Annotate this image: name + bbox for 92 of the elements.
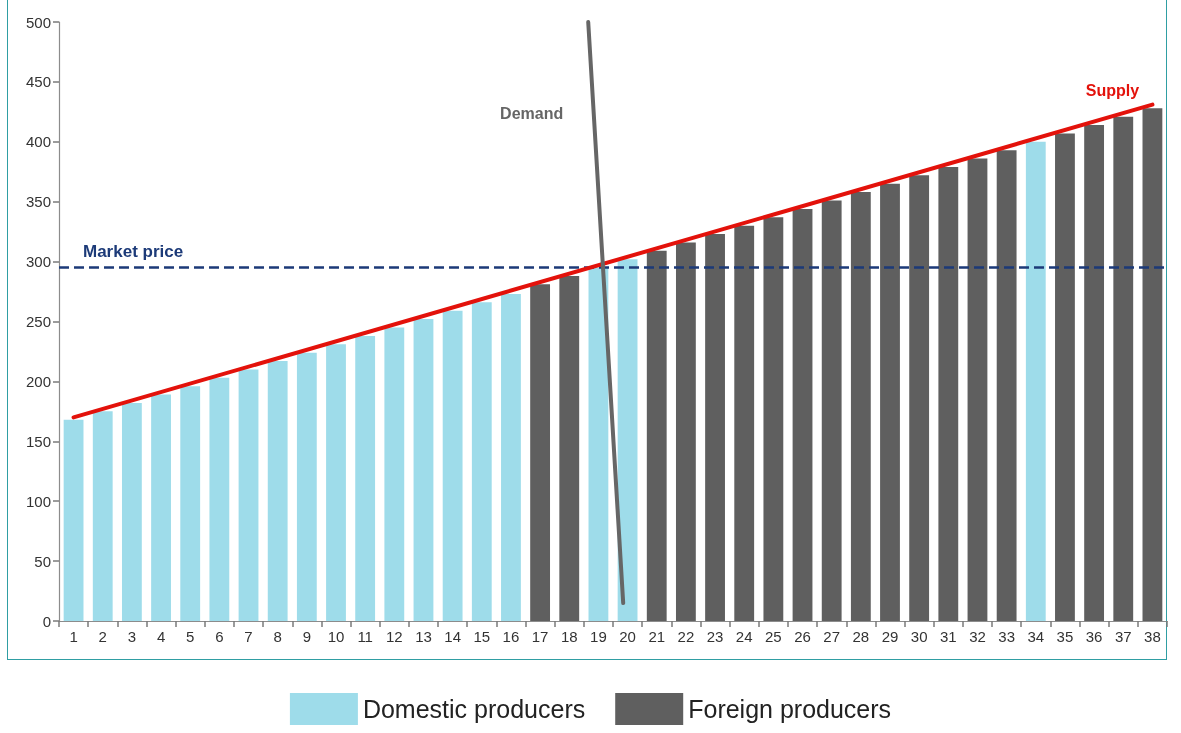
x-tick-label: 35 (1056, 628, 1074, 645)
x-tick-label: 20 (619, 628, 636, 645)
bar (938, 166, 959, 621)
bar (296, 352, 317, 621)
x-tick-label: 16 (502, 628, 520, 645)
bar (326, 344, 346, 621)
y-tick-label: 150 (25, 432, 51, 450)
x-tick-label: 25 (765, 628, 782, 645)
bar (675, 242, 696, 621)
x-tick-label: 18 (560, 628, 578, 645)
bar (151, 394, 171, 621)
x-tick-label: 11 (357, 628, 373, 645)
x-tick-label: 22 (677, 628, 695, 645)
bar (1113, 116, 1134, 621)
y-tick-label: 500 (25, 13, 51, 31)
x-tick-label: 37 (1114, 628, 1132, 645)
y-tick-label: 400 (25, 133, 51, 151)
x-tick-label: 4 (156, 628, 166, 645)
x-tick-label: 5 (186, 628, 195, 645)
bar (355, 335, 376, 621)
x-tick-label: 27 (823, 628, 841, 645)
x-tick-label: 10 (327, 628, 345, 645)
y-tick-label: 350 (25, 193, 51, 211)
y-tick-label: 50 (34, 552, 51, 570)
legend-label: Domestic producers (362, 695, 586, 723)
bar (996, 150, 1017, 621)
y-tick-label: 300 (25, 253, 51, 271)
bar (792, 208, 813, 621)
bar (180, 386, 201, 621)
x-tick-label: 38 (1144, 628, 1161, 645)
y-tick-label: 100 (25, 492, 51, 510)
bar (1055, 133, 1075, 621)
bar (471, 302, 492, 621)
bar (909, 175, 930, 621)
x-tick-label: 9 (302, 628, 312, 645)
ref-line-label: Market price (83, 241, 184, 261)
bar (1142, 108, 1163, 621)
x-tick-label: 31 (939, 628, 957, 645)
x-tick-label: 3 (127, 628, 137, 645)
x-tick-label: 19 (590, 628, 607, 645)
y-tick-label: 200 (25, 372, 51, 390)
bar (559, 275, 580, 621)
bar (617, 259, 638, 621)
bar (442, 310, 463, 621)
x-tick-label: 14 (444, 628, 461, 645)
bar (763, 217, 784, 621)
bar (501, 293, 521, 621)
bar (646, 250, 667, 621)
x-tick-label: 12 (385, 628, 403, 645)
bar (413, 319, 434, 621)
bar (967, 158, 988, 621)
x-tick-label: 29 (881, 628, 899, 645)
x-tick-label: 7 (244, 628, 253, 645)
bar (92, 411, 113, 621)
bar (238, 369, 259, 621)
legend-label: Foreign producers (688, 695, 892, 723)
x-tick-label: 30 (910, 628, 928, 645)
bar (1025, 141, 1046, 621)
bar (530, 284, 551, 621)
bar (821, 200, 842, 621)
bar (588, 267, 609, 621)
y-tick-label: 450 (25, 73, 51, 91)
bar (850, 192, 871, 621)
bar (705, 234, 725, 621)
bar (63, 419, 84, 621)
x-tick-label: 26 (794, 628, 811, 645)
bar (880, 183, 900, 621)
x-tick-label: 24 (735, 628, 753, 645)
bar (734, 225, 755, 621)
x-tick-label: 13 (415, 628, 432, 645)
x-tick-label: 8 (273, 628, 282, 645)
bar (1084, 125, 1105, 621)
bar (121, 402, 142, 621)
series-label: Supply (1085, 82, 1140, 100)
x-tick-label: 36 (1085, 628, 1103, 645)
x-tick-label: 17 (531, 628, 549, 645)
y-tick-label: 0 (42, 612, 51, 630)
bar (384, 327, 405, 621)
x-tick-label: 1 (69, 628, 78, 645)
x-tick-label: 32 (969, 628, 986, 645)
x-tick-label: 34 (1027, 628, 1045, 645)
x-tick-label: 2 (98, 628, 107, 645)
bar (209, 377, 230, 621)
x-tick-label: 21 (648, 628, 666, 645)
x-tick-label: 23 (706, 628, 724, 645)
bar (267, 361, 288, 621)
y-tick-label: 250 (25, 313, 51, 330)
series-label: Demand (500, 104, 564, 122)
x-tick-label: 28 (852, 628, 870, 645)
x-tick-label: 6 (215, 628, 224, 645)
x-tick-label: 33 (998, 628, 1015, 645)
x-tick-label: 15 (473, 628, 491, 645)
